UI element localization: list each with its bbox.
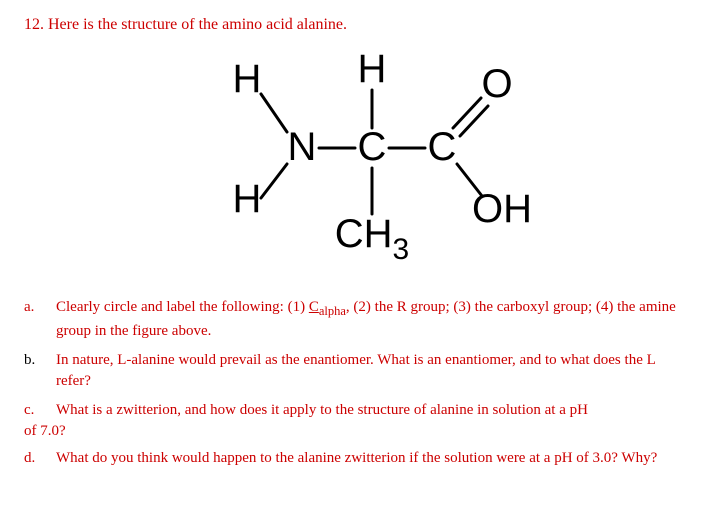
part-b-label: b. <box>24 350 56 392</box>
atom-C-carboxyl: C <box>427 125 456 169</box>
bond-nh-lower <box>261 164 287 198</box>
atom-H-top: H <box>357 47 386 91</box>
structure-svg: H H N H C C O OH CH3 <box>177 42 537 272</box>
part-b: b. In nature, L-alanine would prevail as… <box>24 350 689 392</box>
part-a-calpha: Calpha <box>309 299 346 315</box>
part-d: d. What do you think would happen to the… <box>24 448 689 469</box>
question-number: 12. <box>24 16 44 33</box>
part-b-text: In nature, L-alanine would prevail as th… <box>56 350 689 392</box>
part-c-cont: of 7.0? <box>24 423 689 440</box>
bond-c-o-1 <box>453 98 481 128</box>
bond-c-o-2 <box>460 106 488 136</box>
atom-C-alpha: C <box>357 125 386 169</box>
atom-O-double: O <box>481 62 512 106</box>
atom-N: N <box>287 125 316 169</box>
part-d-text: What do you think would happen to the al… <box>56 448 689 469</box>
part-a-label: a. <box>24 297 56 342</box>
part-a-text: Clearly circle and label the following: … <box>56 297 689 342</box>
part-a-pre: Clearly circle and label the following: … <box>56 299 309 315</box>
part-c: c. What is a zwitterion, and how does it… <box>24 400 689 421</box>
atom-CH3: CH3 <box>334 212 408 266</box>
question-header: 12. Here is the structure of the amino a… <box>24 16 689 34</box>
part-a: a. Clearly circle and label the followin… <box>24 297 689 342</box>
atom-H-nh-upper: H <box>232 57 261 101</box>
bond-nh-upper <box>261 94 287 132</box>
alanine-structure: H H N H C C O OH CH3 <box>24 42 689 277</box>
part-c-label: c. <box>24 400 56 421</box>
question-intro: Here is the structure of the amino acid … <box>48 16 347 33</box>
part-d-label: d. <box>24 448 56 469</box>
atom-H-nh-lower: H <box>232 177 261 221</box>
question-parts: a. Clearly circle and label the followin… <box>24 297 689 469</box>
bond-c-oh <box>457 164 482 196</box>
part-c-text: What is a zwitterion, and how does it ap… <box>56 400 689 421</box>
